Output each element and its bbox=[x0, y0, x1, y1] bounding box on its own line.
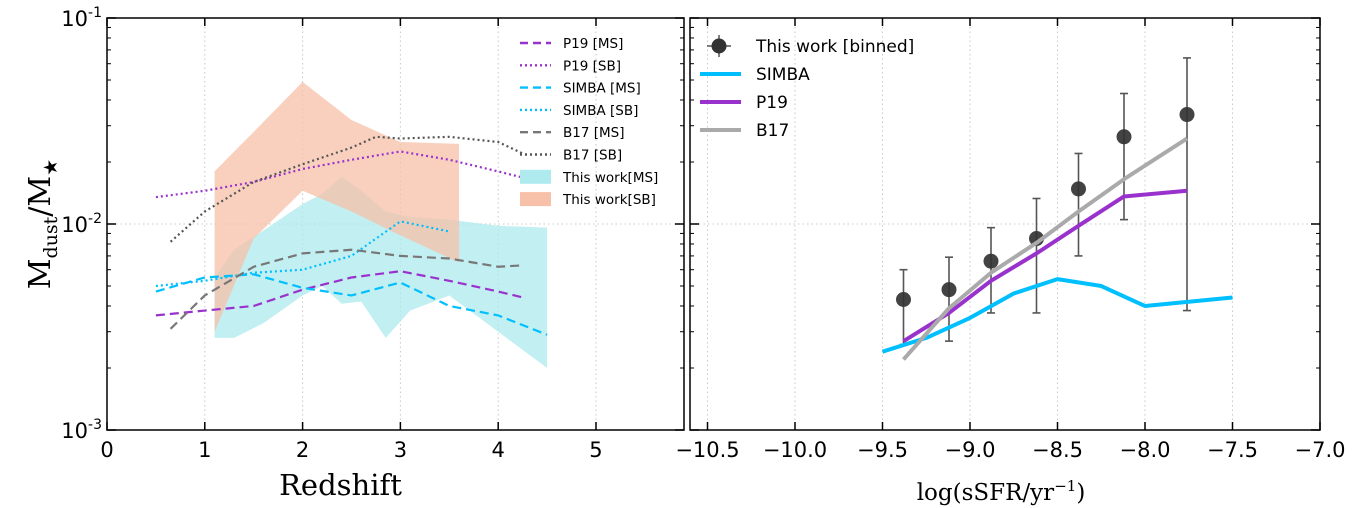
x-tick-label: 2 bbox=[296, 438, 309, 462]
band-this-work-ms- bbox=[214, 176, 548, 368]
y-tick-exponent: -3 bbox=[88, 417, 102, 433]
series-this-work-binned bbox=[896, 57, 1195, 346]
legend-label: SIMBA [SB] bbox=[563, 103, 638, 119]
legend-label: This work[MS] bbox=[562, 170, 658, 186]
legend-item: P19 [SB] bbox=[520, 58, 621, 74]
y-axis: 10-310-210-1 bbox=[61, 5, 684, 443]
x-tick-label: 0 bbox=[100, 438, 113, 462]
x-tick-label: 3 bbox=[394, 438, 407, 462]
legend-item: P19 [MS] bbox=[520, 36, 623, 52]
legend-item: SIMBA bbox=[700, 65, 810, 85]
legend-label: SIMBA bbox=[756, 65, 810, 85]
legend-item: P19 bbox=[700, 93, 788, 113]
y-axis-label: Mdust/M★ bbox=[23, 159, 62, 289]
legend: This work [binned] SIMBA P19 B17 bbox=[700, 35, 914, 141]
legend-marker bbox=[711, 38, 727, 54]
y-label-sub: dust bbox=[40, 216, 62, 258]
legend-item: This work[SB] bbox=[520, 192, 656, 208]
x-axis-label: Redshift bbox=[279, 468, 402, 502]
x-axis: −10.5 −10.0 −9.5 −9.0 −8.5 −8.0 −7.5 −7.0 bbox=[675, 18, 1346, 462]
y-tick-base: 10 bbox=[61, 213, 88, 237]
x-tick-label: −7.0 bbox=[1295, 438, 1346, 462]
data-point bbox=[1179, 107, 1195, 123]
series-line-p19-ms bbox=[155, 270, 523, 317]
legend-label: This work [binned] bbox=[755, 37, 914, 57]
legend-label: B17 bbox=[756, 121, 789, 141]
y-tick-base: 10 bbox=[61, 419, 88, 443]
y-tick-base: 10 bbox=[61, 7, 88, 31]
x-tick-label: −8.0 bbox=[1120, 438, 1171, 462]
band-this-work-sb- bbox=[214, 81, 460, 332]
series-line-b17-sb bbox=[169, 135, 524, 243]
legend-item: B17 bbox=[700, 121, 789, 141]
legend-item: SIMBA [MS] bbox=[520, 81, 641, 97]
data-point bbox=[896, 292, 911, 308]
data-point bbox=[983, 253, 999, 269]
legend-item: B17 [SB] bbox=[520, 148, 622, 164]
y-label-main: M bbox=[23, 258, 58, 289]
y-tick-label: 10-1 bbox=[61, 5, 102, 31]
y-axis bbox=[690, 17, 1320, 431]
legend-label: B17 [SB] bbox=[563, 148, 622, 164]
x-tick-label: 1 bbox=[198, 438, 211, 462]
legend-label: P19 [MS] bbox=[563, 36, 623, 52]
right-chart-ssfr: −10.5 −10.0 −9.5 −9.0 −8.5 −8.0 −7.5 −7.0 log(sS… bbox=[675, 17, 1346, 506]
x-tick-label: −8.5 bbox=[1032, 438, 1083, 462]
data-point bbox=[1071, 181, 1086, 197]
x-axis-label: log(sSFR/yr−1) bbox=[917, 477, 1086, 506]
y-tick-label: 10-3 bbox=[61, 417, 102, 443]
legend-swatch bbox=[520, 192, 551, 207]
series-line-p19 bbox=[902, 188, 1188, 343]
series-line-b17-ms bbox=[169, 248, 523, 330]
grid bbox=[690, 18, 1320, 430]
x-label-main: log(sSFR/yr bbox=[917, 480, 1054, 506]
y-label-sub: ★ bbox=[40, 159, 62, 176]
legend-item: B17 [MS] bbox=[520, 125, 624, 141]
x-tick-label: −9.0 bbox=[945, 438, 996, 462]
data-point bbox=[1116, 129, 1132, 145]
x-label-close: ) bbox=[1076, 480, 1085, 506]
y-tick-label: 10-2 bbox=[61, 211, 102, 237]
x-tick-label: −10.0 bbox=[763, 438, 827, 462]
legend-label: B17 [MS] bbox=[563, 125, 624, 141]
series-line-simba bbox=[881, 277, 1233, 354]
legend-label: P19 bbox=[756, 93, 788, 113]
legend-label: This work[SB] bbox=[562, 192, 656, 208]
x-tick-label: −7.5 bbox=[1207, 438, 1258, 462]
series-line-p19-sb bbox=[155, 150, 523, 199]
series-line-b17 bbox=[902, 136, 1189, 361]
legend-label: P19 [SB] bbox=[563, 58, 621, 74]
legend: P19 [MS] P19 [SB] SIMBA [MS] SIMBA [SB] B17 … bbox=[520, 36, 658, 208]
x-tick-label: −10.5 bbox=[675, 438, 739, 462]
data-point bbox=[941, 282, 957, 298]
legend-label: SIMBA [MS] bbox=[563, 81, 641, 97]
legend-item: This work [binned] bbox=[707, 35, 914, 57]
plot-area bbox=[881, 57, 1233, 361]
y-tick-exponent: -2 bbox=[88, 211, 102, 227]
x-tick-label: −9.5 bbox=[857, 438, 908, 462]
y-tick-exponent: -1 bbox=[88, 5, 102, 21]
x-tick-label: 4 bbox=[491, 438, 504, 462]
x-tick-label: 5 bbox=[589, 438, 602, 462]
y-label-slash: /M bbox=[23, 176, 58, 217]
plot-area bbox=[155, 81, 548, 368]
legend-swatch bbox=[520, 169, 551, 184]
legend-item: SIMBA [SB] bbox=[520, 103, 638, 119]
series-line-simba-ms bbox=[155, 273, 548, 336]
x-label-sup: −1 bbox=[1054, 477, 1076, 495]
legend-item: This work[MS] bbox=[520, 169, 658, 186]
x-axis: 0 1 2 3 4 5 bbox=[100, 18, 603, 462]
